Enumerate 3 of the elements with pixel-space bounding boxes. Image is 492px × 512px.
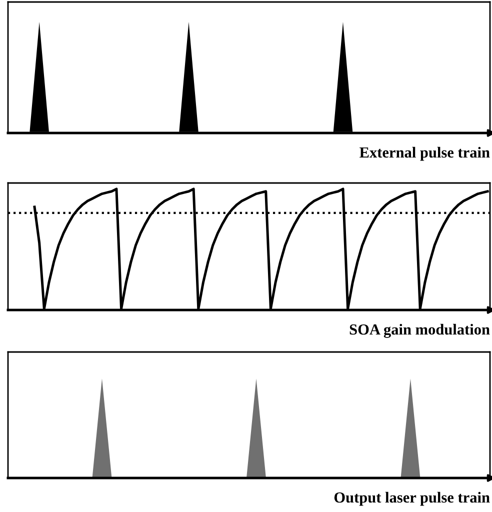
x-axis-title: Output laser pulse train [334,492,490,506]
x-axis-title: External pulse train [360,146,490,161]
x-axis-title: SOA gain modulation [350,324,490,338]
